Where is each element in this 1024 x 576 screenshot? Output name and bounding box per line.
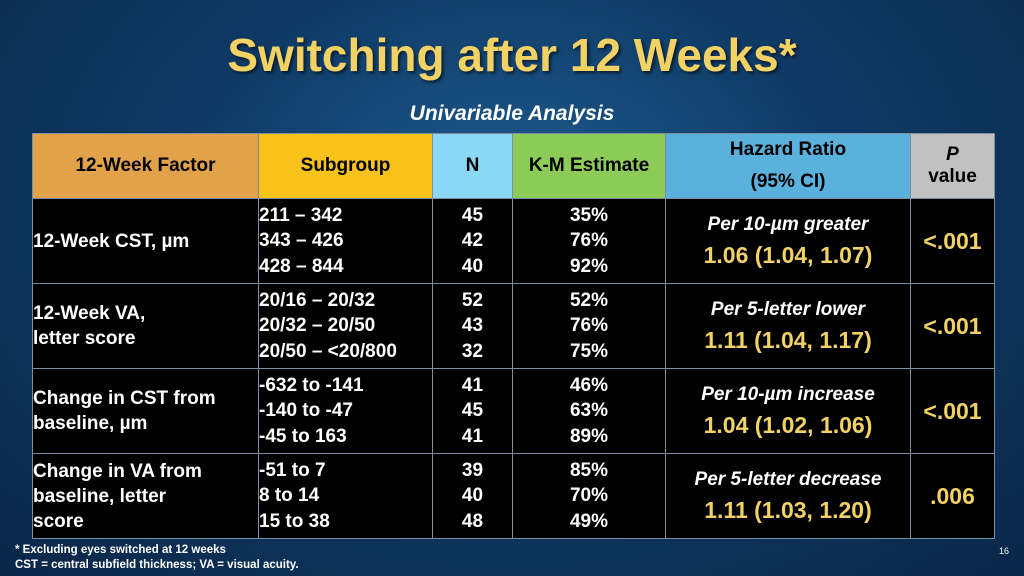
factor-cell-line: baseline, letter (33, 485, 167, 507)
km-estimate-cell: 52% 76% 75% (512, 283, 666, 369)
page-number: 16 (998, 546, 1009, 556)
subgroup-cell-line: 8 to 14 (259, 485, 320, 507)
subgroup-cell-line: 428 – 844 (259, 255, 344, 277)
n-cell-line: 52 (461, 289, 484, 311)
subgroup-cell-line: -45 to 163 (259, 425, 347, 447)
n-cell: 45 42 40 (432, 198, 513, 284)
n-cell-line: 45 (461, 400, 484, 422)
n-cell: 52 43 32 (432, 283, 513, 369)
hazard-ratio-value: 1.06 (1.04, 1.07) (703, 241, 873, 268)
n-cell: 39 40 48 (432, 453, 513, 539)
km-estimate-cell-line: 85% (569, 459, 609, 481)
slide-subtitle: Univariable Analysis (409, 102, 615, 125)
factor-cell-line: 12-Week CST, µm (33, 230, 190, 252)
subgroup-cell: -51 to 7 8 to 14 15 to 38 (258, 453, 433, 539)
table-row: 12-Week VA, letter score 20/16 – 20/32 20/3… (32, 283, 995, 369)
table-header-row: 12-Week Factor Subgroup N K-M Estimate H… (32, 133, 995, 199)
km-estimate-cell-line: 76% (569, 230, 609, 252)
hazard-ratio-value: 1.11 (1.04, 1.17) (704, 326, 872, 353)
subgroup-cell-line: 15 to 38 (259, 510, 330, 532)
header-p-value-line1: P (946, 144, 959, 165)
header-hazard-ratio: Hazard Ratio (95% CI) (665, 133, 911, 199)
hazard-ratio-cell: Per 10-µm greater 1.06 (1.04, 1.07) (665, 198, 911, 284)
hazard-ratio-label: Per 5-letter lower (710, 298, 866, 320)
subgroup-cell-line: 343 – 426 (259, 230, 344, 252)
km-estimate-cell-line: 35% (569, 204, 609, 226)
p-value-cell: <.001 (910, 368, 995, 454)
n-cell-line: 45 (461, 204, 484, 226)
footnote-1: * Excluding eyes switched at 12 weeks (15, 544, 226, 556)
n-cell-line: 41 (461, 425, 484, 447)
factor-cell-line: Change in CST from (33, 388, 216, 409)
subgroup-cell-line: 20/32 – 20/50 (259, 315, 376, 337)
table-row: Change in VA from baseline, letter score -5… (32, 453, 995, 539)
hazard-ratio-label: Per 10-µm greater (707, 213, 869, 235)
subgroup-cell-line: -632 to -141 (259, 374, 364, 396)
km-estimate-cell-line: 89% (569, 425, 609, 447)
slide-title: Switching after 12 Weeks* (227, 29, 797, 81)
factor-cell-line: letter score (33, 328, 136, 349)
km-estimate-cell-line: 52% (569, 289, 609, 311)
km-estimate-cell: 46% 63% 89% (512, 368, 666, 454)
subgroup-cell: 20/16 – 20/32 20/32 – 20/50 20/50 – <20/80… (258, 283, 433, 369)
km-estimate-cell: 85% 70% 49% (512, 453, 666, 539)
factor-cell-line: 12-Week VA, (33, 303, 146, 324)
factor-cell: Change in VA from baseline, letter score (32, 453, 259, 539)
factor-cell-line: baseline, µm (33, 413, 148, 434)
footnotes: * Excluding eyes switched at 12 weeks CS… (15, 543, 299, 573)
n-cell-line: 40 (461, 485, 484, 507)
n-cell-line: 42 (461, 230, 484, 252)
n-cell-line: 43 (461, 315, 484, 337)
subgroup-cell: -632 to -141 -140 to -47 -45 to 163 (258, 368, 433, 454)
km-estimate-cell-line: 92% (569, 255, 609, 277)
hazard-ratio-label: Per 5-letter decrease (694, 468, 882, 490)
n-cell-line: 40 (461, 255, 484, 277)
header-n: N (432, 133, 513, 199)
subgroup-cell-line: -140 to -47 (259, 400, 353, 422)
hazard-ratio-cell: Per 5-letter lower 1.11 (1.04, 1.17) (665, 283, 911, 369)
p-value-cell: <.001 (910, 198, 995, 284)
hazard-ratio-cell: Per 5-letter decrease 1.11 (1.03, 1.20) (665, 453, 911, 539)
header-km-estimate: K-M Estimate (512, 133, 666, 199)
header-factor: 12-Week Factor (32, 133, 259, 199)
factor-cell: 12-Week VA, letter score (32, 283, 259, 369)
km-estimate-cell-line: 63% (569, 400, 609, 422)
factor-cell: Change in CST from baseline, µm (32, 368, 259, 454)
header-hazard-ratio-line2: (95% CI) (750, 171, 826, 192)
hazard-ratio-cell: Per 10-µm increase 1.04 (1.02, 1.06) (665, 368, 911, 454)
hazard-ratio-value: 1.04 (1.02, 1.06) (703, 411, 873, 438)
table-row: Change in CST from baseline, µm -632 to -1… (32, 368, 995, 454)
km-estimate-cell-line: 46% (569, 374, 609, 396)
hazard-ratio-label: Per 10-µm increase (701, 383, 875, 405)
header-hazard-ratio-line1: Hazard Ratio (729, 139, 847, 160)
km-estimate-cell-line: 75% (569, 340, 609, 362)
results-table: 12-Week Factor Subgroup N K-M Estimate H… (32, 133, 995, 539)
subgroup-cell-line: 211 – 342 (259, 204, 343, 226)
n-cell-line: 48 (461, 510, 484, 532)
n-cell-line: 41 (461, 374, 484, 396)
hazard-ratio-value: 1.11 (1.03, 1.20) (704, 496, 872, 523)
factor-cell-line: score (33, 510, 84, 532)
n-cell-line: 32 (461, 340, 484, 362)
n-cell-line: 39 (461, 459, 484, 481)
subgroup-cell-line: 20/16 – 20/32 (259, 289, 376, 311)
table-row: 12-Week CST, µm 211 – 342 343 – 426 428 – 8… (32, 198, 995, 284)
header-subgroup: Subgroup (258, 133, 433, 199)
factor-cell: 12-Week CST, µm (32, 198, 259, 284)
subgroup-cell: 211 – 342 343 – 426 428 – 844 (258, 198, 433, 284)
km-estimate-cell-line: 76% (569, 315, 609, 337)
header-p-value-line2: value (928, 166, 977, 187)
header-p-value: P value (910, 133, 995, 199)
factor-cell-line: Change in VA from (33, 460, 202, 482)
footnote-2: CST = central subfield thickness; VA = v… (15, 559, 299, 571)
p-value-cell: <.001 (910, 283, 995, 369)
subgroup-cell-line: 20/50 – <20/800 (259, 340, 397, 362)
km-estimate-cell-line: 70% (569, 485, 609, 507)
p-value-cell: .006 (910, 453, 995, 539)
km-estimate-cell-line: 49% (569, 510, 609, 532)
n-cell: 41 45 41 (432, 368, 513, 454)
km-estimate-cell: 35% 76% 92% (512, 198, 666, 284)
subgroup-cell-line: -51 to 7 (259, 459, 326, 481)
